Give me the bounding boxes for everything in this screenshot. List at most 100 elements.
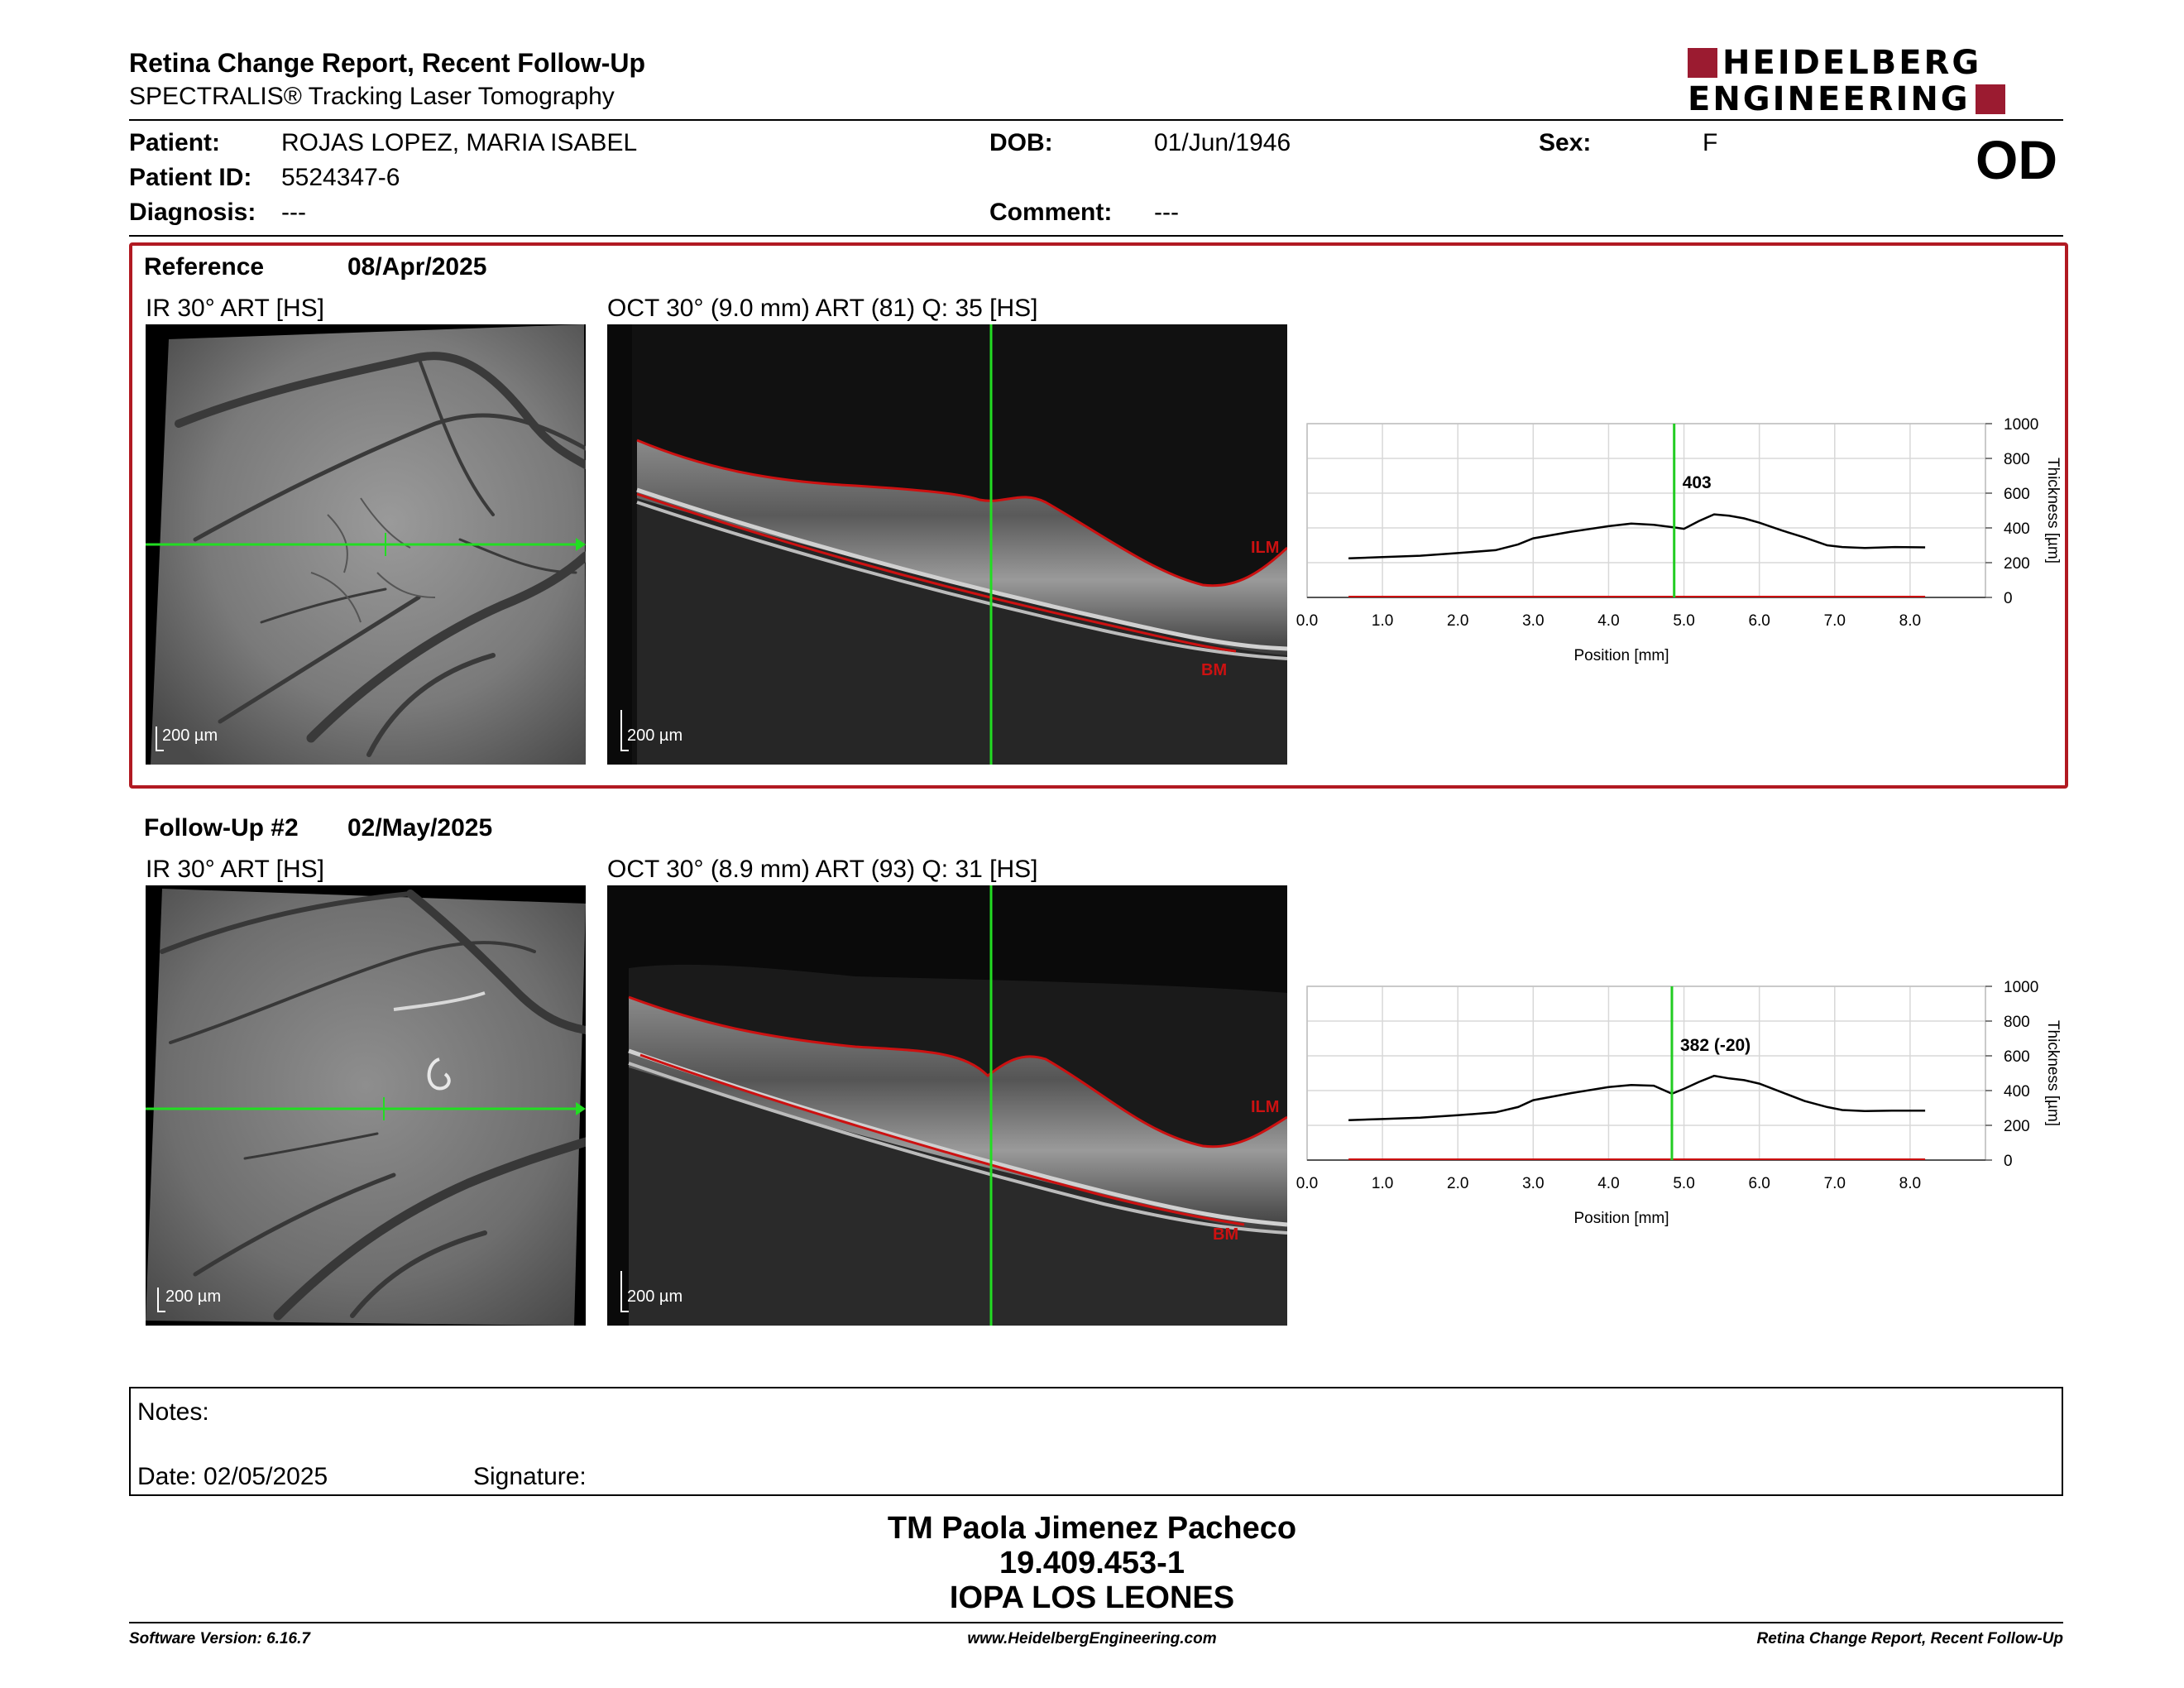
header-divider [129,119,2063,121]
x-tick-label: 2.0 [1447,612,1468,630]
notes-box: Notes: Date: 02/05/2025 Signature: [129,1387,2063,1496]
footer-divider [129,1622,2063,1623]
scale-bar [157,1288,159,1312]
signer-place: IOPA LOS LEONES [949,1580,1235,1615]
signature-label: Signature: [473,1463,587,1490]
plot-frame [1306,423,1986,598]
marker-value-label: 382 (-20) [1680,1036,1751,1055]
followup-thickness-chart: 0 200 400 600 800 1000 0.0 1.0 2.0 3.0 4.0 5.0 6.0 7.… [1296,979,2062,1227]
patient-id: 5524347-6 [281,164,400,191]
sex-label: Sex: [1539,129,1592,156]
reference-ir-title: IR 30° ART [HS] [146,295,324,322]
plot-frame [1306,985,1986,1161]
followup-label: Follow-Up #2 [144,814,299,842]
notes-date: Date: 02/05/2025 [137,1463,328,1490]
y-tick-label: 600 [2004,1048,2030,1066]
y-tick-label: 1000 [2004,416,2038,434]
bm-label: BM [1201,661,1227,679]
patient-label: Patient: [129,129,221,156]
patient-id-label: Patient ID: [129,164,252,191]
diagnosis-value: --- [281,199,306,226]
scale-bar [620,1271,622,1312]
notes-label: Notes: [137,1398,209,1426]
footer-report: Retina Change Report, Recent Follow-Up [1756,1630,2063,1647]
x-tick-label: 1.0 [1372,612,1393,630]
footer-url[interactable]: www.HeidelbergEngineering.com [967,1630,1217,1647]
sex-value: F [1703,129,1718,156]
followup-oct-title: OCT 30° (8.9 mm) ART (93) Q: 31 [HS] [607,856,1038,883]
y-tick-label: 200 [2004,555,2030,573]
x-tick-label: 6.0 [1748,612,1770,630]
followup-ir-scale: 200 µm [165,1288,222,1306]
reference-label: Reference [144,253,265,281]
x-tick-label: 5.0 [1673,612,1694,630]
x-tick-label: 7.0 [1824,1175,1846,1192]
logo-square-icon [1975,84,2005,114]
signer-rut: 19.409.453-1 [999,1546,1185,1580]
reference-oct-image[interactable]: ILM BM 200 µm [607,324,1287,765]
logo-square-icon [1688,48,1717,78]
y-tick-label: 800 [2004,1014,2030,1031]
bm-label: BM [1213,1225,1238,1244]
x-tick-label: 3.0 [1522,612,1544,630]
reference-ir-scale: 200 µm [162,727,218,745]
comment-value: --- [1154,199,1179,226]
patient-name: ROJAS LOPEZ, MARIA ISABEL [281,129,638,156]
x-tick-label: 4.0 [1597,1175,1619,1192]
x-tick-label: 7.0 [1824,612,1846,630]
x-axis-label: Position [mm] [1573,647,1669,664]
diagnosis-label: Diagnosis: [129,199,256,226]
scale-bar [157,1311,165,1312]
followup-oct-image[interactable]: ILM BM 200 µm [607,885,1287,1326]
x-tick-label: 0.0 [1296,612,1318,630]
followup-oct-scale: 200 µm [627,1288,683,1306]
followup-ir-title: IR 30° ART [HS] [146,856,324,883]
scale-bar [620,710,622,751]
eye-indicator: OD [1976,129,2057,190]
thickness-line [1348,1074,1926,1121]
y-tick-label: 800 [2004,451,2030,468]
x-tick-label: 5.0 [1673,1175,1694,1192]
y-axis-label: Thickness [µm] [2044,1020,2062,1126]
patient-divider [129,235,2063,237]
logo-line2: ENGINEERING [1688,80,1971,118]
comment-label: Comment: [989,199,1113,226]
ilm-label: ILM [1251,1098,1279,1116]
x-tick-label: 4.0 [1597,612,1619,630]
y-axis-label: Thickness [µm] [2044,458,2062,563]
reference-ir-image[interactable]: 200 µm [146,324,586,765]
signer-name: TM Paola Jimenez Pacheco [887,1511,1297,1546]
x-tick-label: 1.0 [1372,1175,1393,1192]
marker-value-label: 403 [1683,473,1712,492]
dob-value: 01/Jun/1946 [1154,129,1291,156]
y-tick-label: 400 [2004,1083,2030,1101]
reference-frame [129,242,2068,789]
x-axis-label: Position [mm] [1573,1210,1669,1227]
y-tick-label: 600 [2004,486,2030,503]
report-title: Retina Change Report, Recent Follow-Up [129,48,646,78]
reference-thickness-chart: 0 200 400 600 800 1000 0.0 1.0 2.0 3.0 4.0 5.0 6.0 7.… [1296,416,2062,664]
reference-date: 08/Apr/2025 [347,253,487,281]
scale-bar [156,750,164,751]
scale-bar [620,750,629,751]
y-tick-label: 0 [2004,1153,2013,1170]
logo-line1: HEIDELBERG [1722,44,1982,82]
y-tick-label: 200 [2004,1118,2030,1135]
x-tick-label: 3.0 [1522,1175,1544,1192]
thickness-line [1348,513,1926,560]
followup-date: 02/May/2025 [347,814,493,842]
x-tick-label: 2.0 [1447,1175,1468,1192]
reference-oct-scale: 200 µm [627,727,683,745]
y-tick-label: 1000 [2004,979,2038,996]
x-tick-label: 6.0 [1748,1175,1770,1192]
x-tick-label: 8.0 [1899,612,1921,630]
x-tick-label: 0.0 [1296,1175,1318,1192]
dob-label: DOB: [989,129,1053,156]
scale-bar [156,727,157,751]
footer-software: Software Version: 6.16.7 [129,1630,310,1647]
report-subtitle: SPECTRALIS® Tracking Laser Tomography [129,83,615,110]
reference-oct-title: OCT 30° (9.0 mm) ART (81) Q: 35 [HS] [607,295,1038,322]
x-tick-label: 8.0 [1899,1175,1921,1192]
ilm-label: ILM [1251,539,1279,557]
followup-ir-image[interactable]: 200 µm [146,885,586,1326]
